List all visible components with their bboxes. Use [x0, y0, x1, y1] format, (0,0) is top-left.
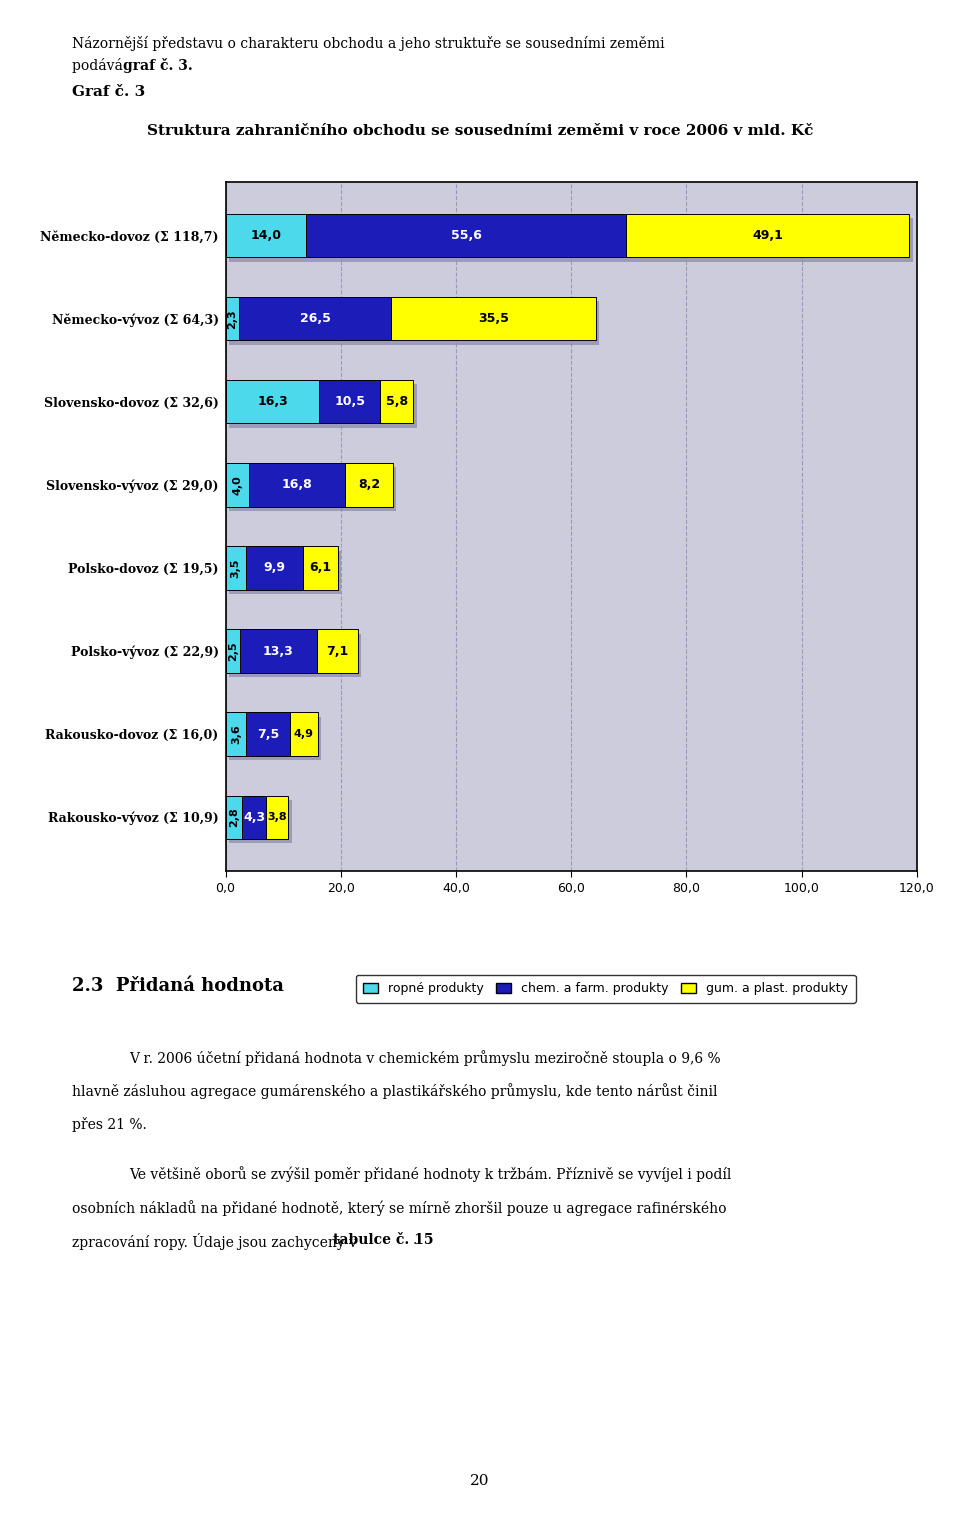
Text: 8,2: 8,2 [358, 479, 380, 491]
Bar [242, 795, 267, 839]
Bar [229, 468, 396, 511]
Bar [226, 795, 242, 839]
Text: V r. 2006 účetní přidaná hodnota v chemickém průmyslu meziročně stoupla o 9,6 %: V r. 2006 účetní přidaná hodnota v chemi… [130, 1050, 721, 1065]
Bar [246, 547, 302, 589]
Bar [247, 712, 290, 756]
Text: 16,3: 16,3 [257, 395, 288, 409]
Bar [290, 712, 318, 756]
Bar [226, 380, 320, 424]
Text: 4,0: 4,0 [232, 476, 242, 495]
Text: 49,1: 49,1 [753, 229, 783, 242]
Bar [229, 385, 417, 427]
Text: 5,8: 5,8 [386, 395, 408, 409]
Text: tabulce č. 15: tabulce č. 15 [333, 1233, 434, 1247]
Text: 13,3: 13,3 [263, 644, 294, 658]
Bar [317, 629, 357, 673]
Text: 2,8: 2,8 [228, 807, 239, 827]
Text: podává: podává [72, 58, 128, 73]
Bar [226, 547, 246, 589]
Bar [229, 550, 342, 594]
Text: Graf č. 3: Graf č. 3 [72, 85, 145, 98]
Text: 6,1: 6,1 [309, 562, 331, 574]
Bar [226, 214, 306, 258]
Bar [229, 633, 361, 677]
Text: zpracování ropy. Údaje jsou zachyceny v: zpracování ropy. Údaje jsou zachyceny v [72, 1233, 361, 1250]
Text: přes 21 %.: přes 21 %. [72, 1117, 147, 1132]
Bar [226, 629, 240, 673]
Text: Struktura zahraničního obchodu se sousedními zeměmi v roce 2006 v mld. Kč: Struktura zahraničního obchodu se soused… [147, 124, 813, 138]
Bar [306, 214, 627, 258]
Bar [249, 464, 346, 506]
Text: 10,5: 10,5 [334, 395, 365, 409]
Bar [346, 464, 393, 506]
Bar [302, 547, 338, 589]
Bar [226, 297, 239, 341]
Text: 20: 20 [470, 1474, 490, 1488]
Text: 4,9: 4,9 [294, 729, 314, 739]
Text: 3,6: 3,6 [231, 724, 241, 744]
Text: 7,1: 7,1 [326, 644, 348, 658]
Text: 2,5: 2,5 [228, 641, 238, 661]
Text: 35,5: 35,5 [478, 312, 509, 326]
Text: 14,0: 14,0 [251, 229, 281, 242]
Bar [229, 301, 599, 344]
Text: 2,3: 2,3 [228, 309, 237, 329]
Text: graf č. 3.: graf č. 3. [123, 58, 193, 73]
Bar [320, 380, 380, 424]
Bar [229, 218, 913, 262]
Bar [226, 464, 249, 506]
Bar [392, 297, 596, 341]
Text: 3,5: 3,5 [230, 558, 241, 577]
Bar [229, 800, 292, 842]
Text: 26,5: 26,5 [300, 312, 330, 326]
Legend: ropné produkty, chem. a farm. produkty, gum. a plast. produkty: ropné produkty, chem. a farm. produkty, … [355, 974, 856, 1003]
Bar [229, 717, 322, 761]
Text: 16,8: 16,8 [281, 479, 312, 491]
Bar [267, 795, 288, 839]
Bar [239, 297, 392, 341]
Text: Názornější představu o charakteru obchodu a jeho struktuře se sousedními zeměmi: Názornější představu o charakteru obchod… [72, 36, 664, 52]
Text: 9,9: 9,9 [263, 562, 285, 574]
Text: hlavně zásluhou agregace gumárenského a plastikářského průmyslu, kde tento nárůs: hlavně zásluhou agregace gumárenského a … [72, 1083, 717, 1098]
Bar [380, 380, 414, 424]
Bar [627, 214, 909, 258]
Text: 2.3  Přidaná hodnota: 2.3 Přidaná hodnota [72, 977, 284, 995]
Text: 4,3: 4,3 [243, 811, 265, 824]
Bar [240, 629, 317, 673]
Text: Ve většině oborů se zvýšil poměr přidané hodnoty k tržbám. Příznivě se vyvíjel i: Ve většině oborů se zvýšil poměr přidané… [130, 1167, 732, 1182]
Text: 7,5: 7,5 [257, 727, 279, 741]
Bar [226, 712, 247, 756]
Text: 3,8: 3,8 [268, 812, 287, 823]
Text: 55,6: 55,6 [451, 229, 482, 242]
Text: .: . [413, 1233, 417, 1247]
Text: osobních nákladů na přidané hodnotě, který se mírně zhoršil pouze u agregace raf: osobních nákladů na přidané hodnotě, kte… [72, 1200, 727, 1215]
